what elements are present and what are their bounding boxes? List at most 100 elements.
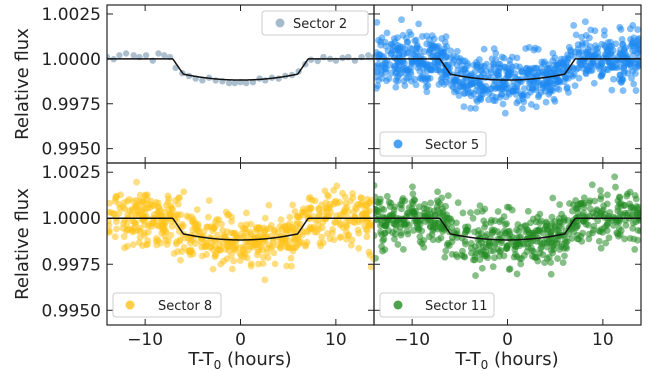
data-point: [203, 251, 210, 258]
data-point: [241, 225, 249, 233]
data-point: [161, 208, 168, 216]
data-point: [616, 209, 624, 217]
y-tick-label: 0.9950: [42, 140, 101, 160]
data-point: [595, 237, 603, 245]
data-point: [223, 255, 231, 263]
y-tick-label: 1.0000: [42, 209, 101, 229]
data-point: [423, 205, 431, 213]
panel-sector-5: Sector 5: [373, 4, 642, 164]
transit-model-curve: [374, 58, 641, 81]
data-point: [240, 253, 248, 261]
data-point: [366, 221, 374, 229]
data-point: [480, 45, 488, 53]
data-point: [153, 234, 160, 242]
data-point: [529, 231, 537, 238]
data-point: [520, 85, 528, 92]
data-point: [339, 54, 346, 62]
data-point: [478, 264, 486, 272]
data-point: [494, 208, 502, 215]
legend-label: Sector 2: [293, 17, 347, 32]
data-point: [374, 67, 379, 75]
data-point: [574, 204, 582, 212]
data-point: [628, 40, 636, 48]
data-point: [476, 202, 484, 210]
data-point: [632, 70, 639, 77]
data-point: [453, 47, 461, 55]
data-point: [288, 262, 295, 270]
data-point: [489, 263, 497, 271]
data-points: [107, 50, 374, 87]
data-point: [110, 210, 118, 218]
data-point: [150, 202, 158, 209]
data-point: [447, 54, 454, 61]
legend-label: Sector 11: [425, 299, 487, 314]
legend-marker: [393, 139, 403, 149]
data-point: [374, 84, 380, 92]
data-point: [330, 236, 338, 244]
data-point: [515, 227, 523, 235]
data-point: [438, 225, 445, 232]
data-point: [120, 219, 127, 227]
data-point: [499, 100, 507, 108]
data-point: [251, 241, 259, 249]
data-point: [515, 240, 523, 247]
data-point: [336, 220, 344, 228]
data-point: [374, 182, 378, 189]
data-point: [344, 232, 352, 240]
data-point: [410, 208, 418, 216]
data-point: [142, 52, 150, 59]
data-point: [399, 31, 407, 39]
data-point: [243, 79, 250, 87]
data-point: [576, 59, 583, 66]
data-point: [286, 213, 294, 221]
data-point: [434, 42, 442, 50]
data-point: [236, 244, 244, 252]
data-point: [444, 61, 452, 68]
data-point: [536, 238, 544, 246]
data-point: [390, 206, 398, 214]
data-point: [416, 238, 424, 246]
data-point: [590, 79, 598, 87]
data-point: [355, 244, 363, 252]
data-point: [561, 252, 568, 260]
data-point: [316, 239, 324, 247]
data-point: [455, 92, 463, 100]
data-point: [136, 191, 144, 199]
data-point: [281, 224, 289, 231]
data-point: [397, 229, 405, 237]
data-point: [113, 192, 121, 200]
data-point: [637, 59, 641, 67]
data-point: [476, 256, 484, 263]
data-point: [333, 199, 341, 207]
data-point: [606, 209, 614, 216]
data-point: [325, 212, 333, 220]
data-point: [575, 74, 583, 82]
data-point: [136, 227, 144, 235]
data-point: [383, 221, 390, 229]
data-point: [485, 89, 493, 97]
data-point: [175, 194, 182, 202]
data-point: [394, 241, 402, 248]
data-point: [580, 209, 587, 217]
data-point: [432, 66, 440, 74]
data-point: [434, 220, 442, 227]
data-point: [399, 58, 407, 65]
data-point: [220, 231, 228, 239]
data-point: [299, 231, 306, 238]
data-point: [416, 233, 424, 241]
data-point: [141, 191, 149, 199]
data-point: [604, 66, 612, 74]
data-point: [287, 254, 295, 262]
data-point: [385, 198, 393, 206]
data-point: [374, 206, 381, 214]
data-point: [469, 214, 477, 222]
data-point: [325, 204, 333, 212]
data-point: [482, 220, 490, 228]
data-point: [574, 45, 582, 53]
data-point: [381, 38, 389, 46]
data-point: [315, 211, 323, 219]
data-point: [440, 45, 448, 52]
data-point: [497, 64, 504, 72]
data-point: [329, 226, 337, 233]
y-axis-label-top: Relative flux: [12, 28, 33, 140]
